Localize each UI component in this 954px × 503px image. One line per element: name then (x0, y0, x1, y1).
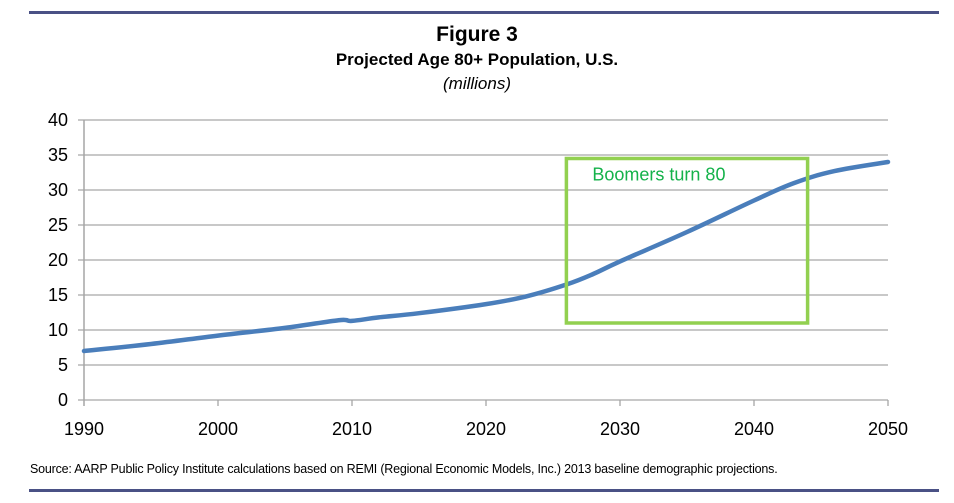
series-group (81, 159, 891, 354)
gridlines (78, 119, 888, 401)
x-tick-label: 2050 (868, 419, 908, 439)
annotation-group: Boomers turn 80 (564, 156, 810, 325)
y-tick-label: 0 (58, 390, 68, 410)
y-tick-labels: 0 5 10 15 20 25 30 35 40 (48, 110, 68, 410)
y-tick-label: 40 (48, 110, 68, 130)
axes (83, 120, 889, 406)
top-rule (29, 11, 939, 14)
y-tick-label: 15 (48, 285, 68, 305)
x-tick-label: 1990 (64, 419, 104, 439)
y-tick-label: 30 (48, 180, 68, 200)
annotation-box (564, 156, 810, 325)
chart-subtitle: (millions) (443, 74, 511, 93)
bottom-rule (29, 489, 939, 492)
x-tick-label: 2000 (198, 419, 238, 439)
x-tick-label: 2030 (600, 419, 640, 439)
annotation-label: Boomers turn 80 (592, 165, 725, 185)
x-tick-label: 2040 (734, 419, 774, 439)
y-tick-label: 5 (58, 355, 68, 375)
y-tick-label: 10 (48, 320, 68, 340)
y-tick-label: 35 (48, 145, 68, 165)
y-tick-label: 20 (48, 250, 68, 270)
y-tick-label: 25 (48, 215, 68, 235)
series-line-0 (81, 159, 891, 354)
x-tick-label: 2020 (466, 419, 506, 439)
source-note: Source: AARP Public Policy Institute cal… (30, 462, 778, 476)
x-tick-labels: 1990 2000 2010 2020 2030 2040 2050 (64, 419, 908, 439)
x-tick-label: 2010 (332, 419, 372, 439)
chart-title: Projected Age 80+ Population, U.S. (335, 50, 619, 69)
figure-label: Figure 3 (436, 23, 518, 46)
